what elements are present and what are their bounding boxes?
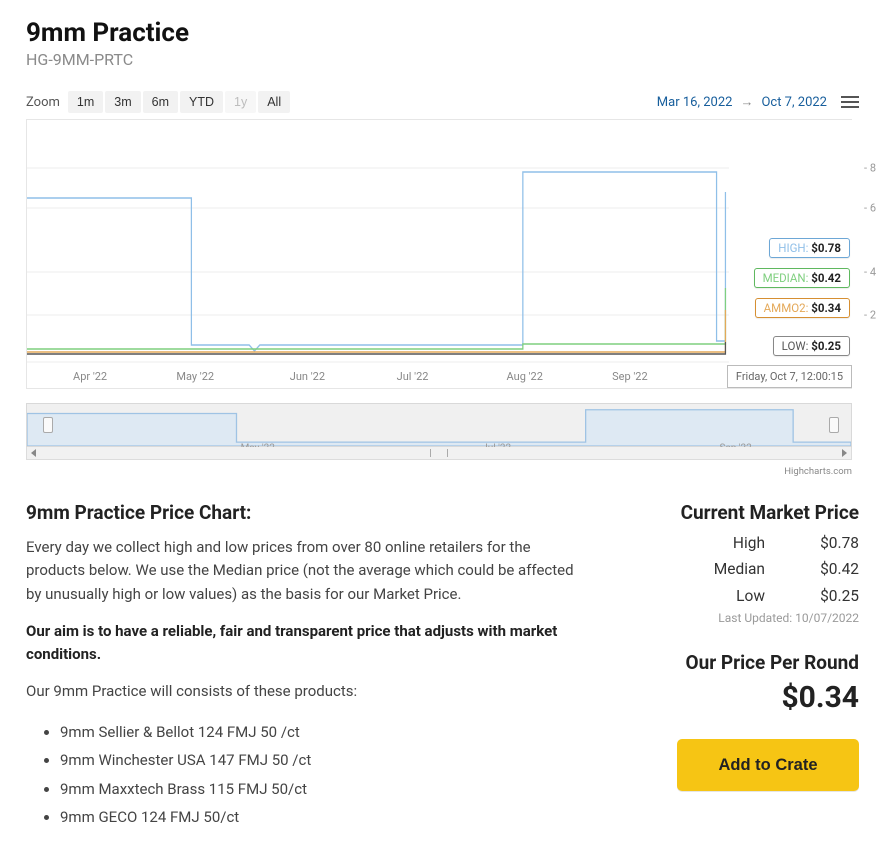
add-to-crate-button[interactable]: Add to Crate: [677, 739, 859, 791]
product-list: 9mm Sellier & Bellot 124 FMJ 50 /ct 9mm …: [60, 718, 589, 832]
list-item: 9mm GECO 124 FMJ 50/ct: [60, 803, 589, 832]
series-tag-median: MEDIAN: $0.42: [754, 268, 850, 288]
ppr-title: Our Price Per Round: [627, 651, 859, 674]
description-p1: Every day we collect high and low prices…: [26, 536, 589, 606]
arrow-right-icon: →: [740, 94, 753, 110]
price-value-low: $0.25: [807, 583, 859, 609]
zoom-1y-button: 1y: [225, 91, 256, 113]
zoom-3m-button[interactable]: 3m: [105, 91, 140, 113]
chart-credit: Highcharts.com: [26, 466, 852, 477]
last-updated: Last Updated: 10/07/2022: [627, 611, 859, 625]
navigator-handle-left[interactable]: [43, 417, 53, 433]
chart-scrollbar[interactable]: [26, 447, 852, 460]
description-p2: Our 9mm Practice will consists of these …: [26, 680, 589, 703]
list-item: 9mm Maxxtech Brass 115 FMJ 50/ct: [60, 775, 589, 804]
price-value-high: $0.78: [807, 530, 859, 556]
price-chart[interactable]: - 8 - 6 - 4 - 2 Apr '22 May '22 Jun '22 …: [26, 119, 852, 389]
date-to: Oct 7, 2022: [761, 95, 827, 110]
chart-plot: [27, 120, 729, 363]
zoom-6m-button[interactable]: 6m: [143, 91, 178, 113]
chart-menu-icon[interactable]: [841, 96, 859, 108]
date-range[interactable]: Mar 16, 2022 → Oct 7, 2022: [657, 94, 827, 110]
y-axis-labels: - 8 - 6 - 4 - 2: [854, 120, 876, 361]
chart-navigator[interactable]: May '22 Jul '22 Sep '22: [26, 403, 852, 447]
series-tag-high: HIGH: $0.78: [769, 238, 850, 258]
zoom-1m-button[interactable]: 1m: [68, 91, 103, 113]
ppr-value: $0.34: [627, 680, 859, 715]
date-from: Mar 16, 2022: [657, 95, 733, 110]
chart-tooltip-date: Friday, Oct 7, 12:00:15: [727, 365, 852, 388]
zoom-label: Zoom: [26, 95, 60, 110]
price-panel: Current Market Price High $0.78 Median $0.…: [627, 501, 859, 832]
zoom-group: Zoom 1m 3m 6m YTD 1y All: [26, 91, 290, 113]
description-aim: Our aim is to have a reliable, fair and …: [26, 620, 589, 667]
description: 9mm Practice Price Chart: Every day we c…: [26, 501, 589, 832]
product-sku: HG-9MM-PRTC: [26, 50, 859, 69]
page-title: 9mm Practice: [26, 18, 859, 48]
zoom-all-button[interactable]: All: [258, 91, 290, 113]
price-label-high: High: [685, 530, 765, 556]
chart-toolbar: Zoom 1m 3m 6m YTD 1y All Mar 16, 2022 → …: [26, 91, 859, 113]
price-value-median: $0.42: [807, 556, 859, 582]
zoom-ytd-button[interactable]: YTD: [180, 91, 223, 113]
description-heading: 9mm Practice Price Chart:: [26, 501, 589, 524]
list-item: 9mm Sellier & Bellot 124 FMJ 50 /ct: [60, 718, 589, 747]
x-axis-labels: Apr '22 May '22 Jun '22 Jul '22 Aug '22 …: [27, 364, 728, 388]
market-price-title: Current Market Price: [627, 501, 859, 524]
price-label-low: Low: [685, 583, 765, 609]
price-label-median: Median: [685, 556, 765, 582]
series-tag-ammo2: AMMO2: $0.34: [755, 298, 850, 318]
navigator-handle-right[interactable]: [829, 417, 839, 433]
series-tag-low: LOW: $0.25: [773, 336, 850, 356]
list-item: 9mm Winchester USA 147 FMJ 50 /ct: [60, 746, 589, 775]
